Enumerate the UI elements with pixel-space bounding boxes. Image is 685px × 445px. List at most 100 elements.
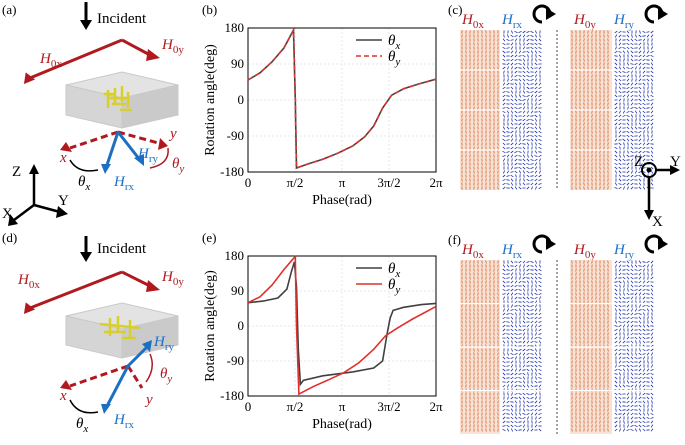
field-vector	[503, 269, 506, 271]
x-axis-dashed	[70, 132, 118, 148]
field-vector	[527, 281, 529, 284]
field-vector	[518, 120, 521, 121]
field-vector	[627, 429, 630, 430]
field-vector	[627, 123, 629, 126]
field-vector	[616, 127, 617, 130]
field-vector	[643, 31, 646, 33]
field-vector	[631, 135, 634, 137]
field-vector	[623, 385, 625, 388]
field-vector	[639, 317, 641, 319]
field-vector	[535, 115, 538, 117]
hrx-label: Hrx	[501, 242, 523, 261]
field-vector	[643, 151, 646, 152]
field-vector	[627, 63, 629, 66]
field-vector	[627, 293, 629, 295]
field-vector	[530, 88, 533, 89]
field-vector	[627, 349, 629, 352]
field-vector	[639, 51, 641, 53]
field-vector	[520, 265, 521, 268]
field-vector	[539, 385, 541, 387]
field-vector	[615, 393, 618, 395]
field-vector	[527, 187, 529, 189]
field-vector	[631, 43, 634, 45]
field-vector	[532, 337, 533, 340]
field-vector	[511, 47, 512, 50]
field-vector	[647, 265, 648, 268]
field-vector	[619, 131, 621, 134]
field-vector	[523, 337, 524, 340]
field-vector	[631, 265, 632, 268]
field-vector	[639, 103, 642, 105]
field-vector	[527, 357, 530, 359]
field-vector	[627, 171, 629, 173]
field-vector	[627, 361, 630, 363]
field-vector	[639, 405, 641, 407]
field-vector	[507, 111, 509, 114]
field-vector	[535, 95, 537, 98]
field-vector	[539, 366, 542, 367]
field-vector	[523, 373, 526, 375]
field-vector	[615, 188, 618, 189]
field-vector	[535, 167, 536, 170]
field-vector	[619, 301, 622, 303]
field-vector	[630, 64, 633, 65]
field-vector	[526, 140, 529, 141]
field-vector	[511, 123, 513, 125]
field-vector	[614, 56, 617, 57]
field-vector	[636, 74, 637, 77]
field-vector	[632, 34, 633, 37]
field-vector	[627, 337, 629, 339]
field-vector	[527, 397, 530, 398]
series-line-1	[248, 30, 436, 168]
field-vector	[646, 108, 649, 109]
field-vector	[622, 410, 625, 411]
z-axis-label: Z	[634, 154, 643, 170]
field-vector	[651, 421, 653, 424]
field-vector	[519, 281, 522, 283]
field-vector	[507, 39, 510, 41]
field-vector	[647, 417, 650, 418]
field-vector	[535, 91, 538, 93]
field-vector	[631, 289, 634, 291]
field-vector	[632, 78, 633, 81]
field-vector	[527, 159, 529, 161]
field-vector	[627, 273, 630, 275]
field-vector	[535, 171, 537, 174]
field-vector	[639, 369, 641, 371]
field-vector	[627, 183, 629, 185]
field-vector	[631, 325, 633, 327]
field-vector	[535, 51, 537, 54]
field-vector	[644, 130, 645, 133]
field-vector	[615, 377, 617, 379]
field-vector	[515, 349, 518, 350]
field-vector	[647, 32, 650, 33]
field-vector	[535, 313, 537, 315]
field-vector	[631, 171, 632, 174]
field-vector	[624, 143, 625, 146]
field-vector	[651, 305, 653, 307]
field-vector	[652, 400, 653, 403]
field-vector	[651, 119, 654, 121]
field-vector	[503, 179, 506, 180]
field-vector	[523, 301, 526, 303]
field-vector	[531, 95, 533, 98]
field-vector	[531, 120, 534, 121]
field-maps-f: H0x Hrx H0y Hry	[446, 228, 685, 440]
field-vector	[535, 151, 537, 154]
field-vector	[639, 381, 641, 383]
field-vector	[631, 83, 633, 86]
field-vector	[631, 183, 634, 185]
field-vector	[619, 39, 621, 42]
field-vector	[535, 353, 537, 356]
field-vector	[615, 35, 617, 38]
field-vector	[648, 42, 649, 45]
field-vector	[615, 413, 617, 415]
field-vector	[627, 381, 629, 384]
field-vector	[527, 369, 530, 371]
field-vector	[531, 139, 533, 141]
field-vector	[520, 277, 521, 280]
field-vector	[535, 265, 537, 268]
field-vector	[648, 400, 649, 403]
field-vector	[507, 63, 510, 65]
field-vector	[615, 139, 617, 142]
